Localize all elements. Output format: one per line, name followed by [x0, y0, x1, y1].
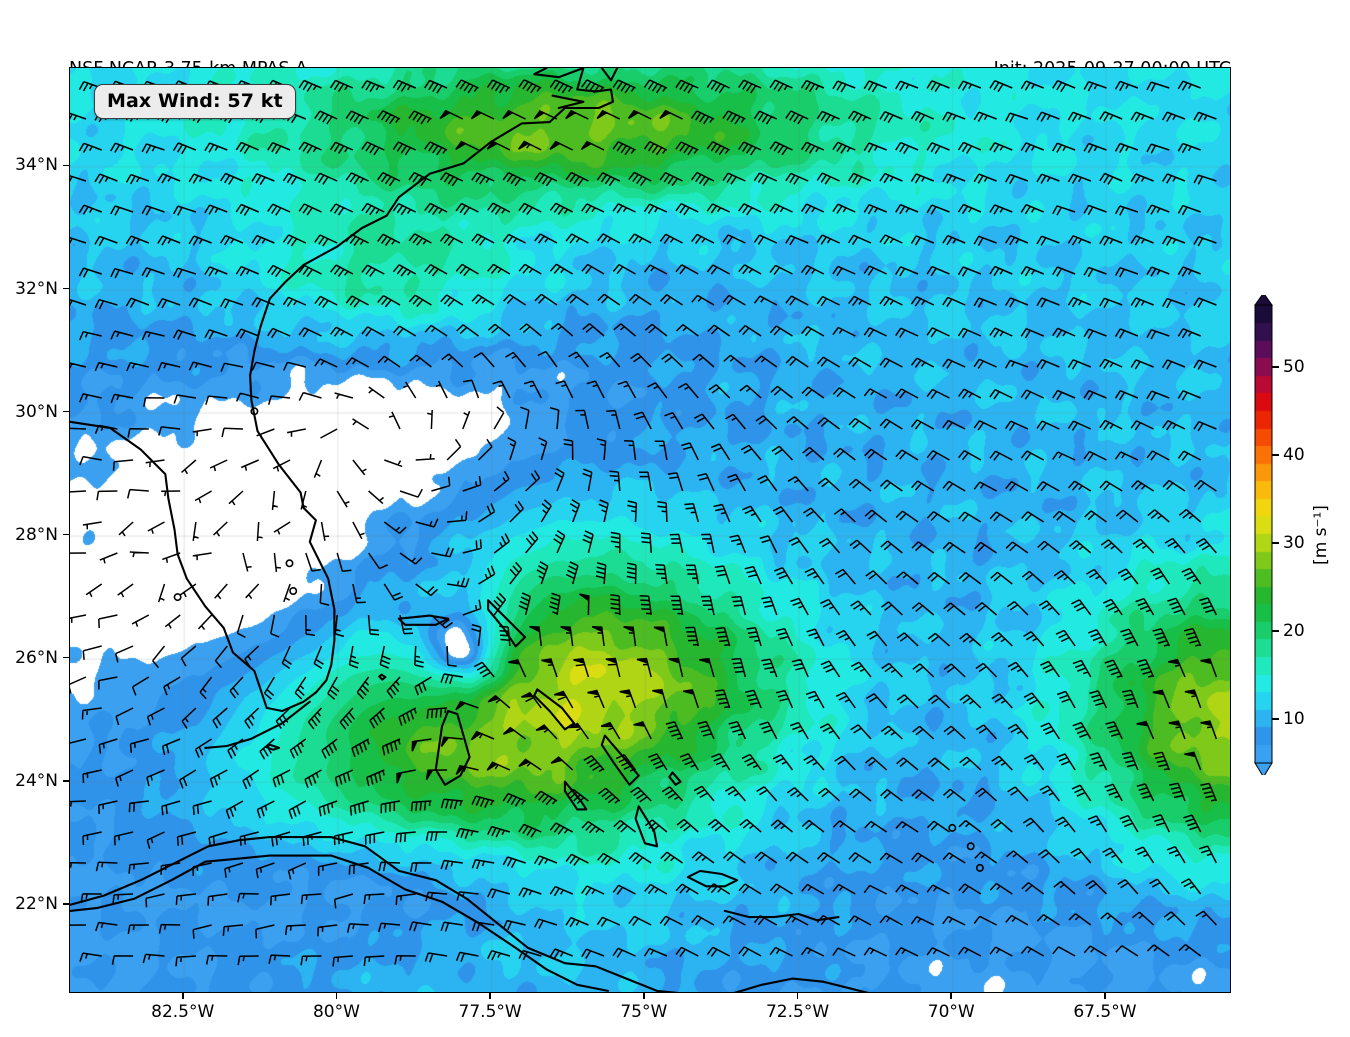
colorbar-tick-label-30: 30 — [1283, 532, 1305, 553]
lon-tick-725W: 72.5°W — [765, 1002, 830, 1022]
lon-tickmark — [643, 993, 645, 999]
colorbar-tickmark — [1272, 542, 1279, 544]
lat-tickmark — [63, 779, 69, 782]
lat-tickmark — [63, 164, 69, 167]
lat-tickmark — [63, 533, 69, 536]
colorbar[interactable]: 50 40 30 20 10 [m s⁻¹] — [1247, 295, 1350, 775]
lat-tick-34N: 34°N — [15, 155, 58, 176]
lon-tickmark — [335, 993, 338, 999]
lat-tickmark — [63, 410, 69, 413]
lon-tickmark — [796, 993, 799, 999]
lat-tick-28N: 28°N — [15, 524, 58, 545]
lat-tick-24N: 24°N — [15, 770, 58, 791]
lon-tickmark — [950, 993, 953, 999]
lon-tick-70W: 70°W — [927, 1002, 975, 1022]
colorbar-gradient — [1255, 305, 1272, 763]
wind-speed-contour-fill — [70, 68, 1230, 992]
lon-tick-675W: 67.5°W — [1073, 1002, 1137, 1022]
lat-tickmark — [63, 902, 69, 905]
colorbar-tick-label-10: 10 — [1283, 708, 1305, 729]
lon-tickmark — [489, 993, 491, 999]
colorbar-axis-label: [m s⁻¹] — [1311, 505, 1331, 565]
lon-tickmark — [1104, 993, 1106, 999]
colorbar-tick-label-20: 20 — [1283, 620, 1305, 641]
colorbar-tickmark — [1272, 718, 1279, 720]
lat-tickmark — [63, 287, 69, 290]
lon-tickmark — [181, 993, 184, 999]
lat-tickmark — [63, 656, 69, 659]
lat-tick-30N: 30°N — [15, 401, 58, 422]
colorbar-tick-label-50: 50 — [1283, 356, 1305, 377]
lat-tick-22N: 22°N — [15, 893, 58, 914]
lon-tick-825W: 82.5°W — [151, 1002, 215, 1022]
lon-tick-75W: 75°W — [620, 1002, 668, 1022]
lat-tick-32N: 32°N — [15, 278, 58, 299]
map-plot-area[interactable]: Max Wind: 57 kt — [69, 67, 1231, 993]
colorbar-tickmark — [1272, 630, 1279, 632]
lat-tick-26N: 26°N — [15, 647, 58, 668]
colorbar-tickmark — [1272, 453, 1279, 456]
colorbar-tick-label-40: 40 — [1283, 444, 1305, 465]
lon-tick-775W: 77.5°W — [458, 1002, 522, 1022]
colorbar-tickmark — [1272, 365, 1279, 368]
lon-tick-80W: 80°W — [312, 1002, 360, 1022]
max-wind-badge: Max Wind: 57 kt — [94, 84, 296, 119]
